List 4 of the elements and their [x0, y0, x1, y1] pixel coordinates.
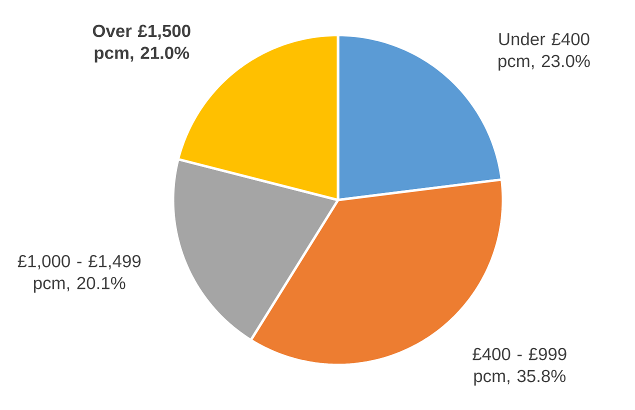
data-label: Over £1,500 pcm, 21.0% [92, 24, 190, 62]
data-label: £400 - £999 pcm, 35.8% [472, 348, 566, 386]
data-label: £1,000 - £1,499 pcm, 20.1% [18, 254, 141, 293]
data-label: Under £400 pcm, 23.0% [498, 32, 590, 71]
